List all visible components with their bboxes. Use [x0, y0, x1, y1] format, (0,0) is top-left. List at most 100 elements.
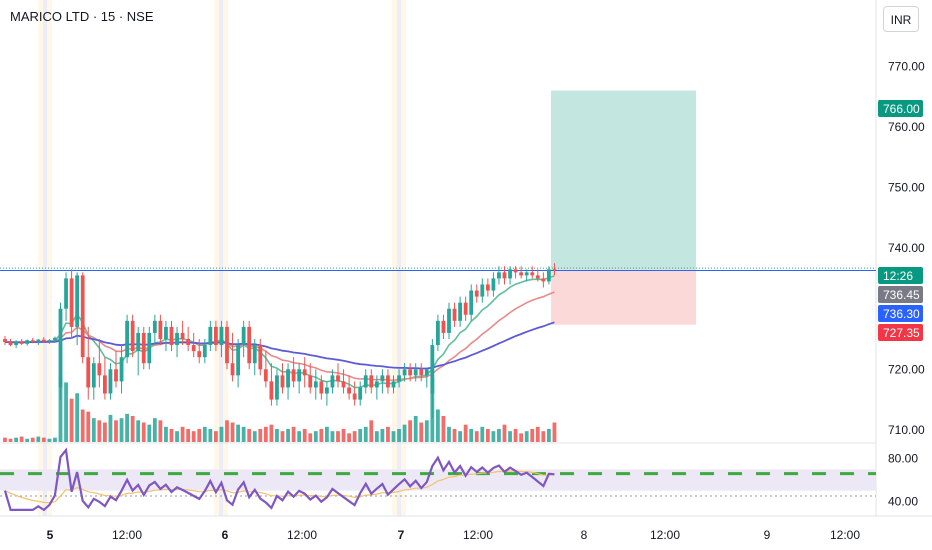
volume-bar	[58, 377, 63, 442]
volume-bar	[219, 426, 224, 442]
candle	[547, 269, 551, 282]
volume-bar	[180, 426, 185, 442]
volume-bar	[380, 429, 385, 442]
candle	[64, 278, 68, 309]
volume-bar	[369, 420, 374, 442]
candle	[380, 375, 385, 382]
volume-bar	[436, 409, 440, 442]
price-badge-label: 766.00	[883, 102, 920, 116]
candle	[497, 272, 501, 279]
rsi-tick-label: 80.00	[888, 452, 918, 466]
volume-bar	[447, 426, 451, 442]
candle	[53, 337, 57, 341]
candle	[502, 272, 507, 279]
candle	[358, 387, 363, 400]
volume-bar	[247, 429, 252, 442]
candle	[69, 278, 74, 327]
price-badge-label: 727.35	[883, 326, 920, 340]
candle	[319, 381, 324, 394]
volume-bar	[413, 416, 418, 442]
volume-bar	[286, 429, 290, 442]
candle	[158, 320, 163, 339]
candle	[3, 339, 7, 343]
price-badge-label: 736.45	[883, 288, 920, 302]
volume-bar	[25, 438, 30, 442]
volume-bar	[491, 431, 496, 442]
candle	[97, 363, 102, 376]
volume-bar	[41, 437, 46, 442]
candle	[8, 342, 13, 346]
volume-bar	[524, 431, 529, 442]
volume-bar	[391, 431, 396, 442]
volume-bar	[191, 431, 196, 442]
candle	[313, 381, 318, 388]
volume-bar	[530, 429, 535, 442]
candle	[530, 272, 535, 276]
volume-bar	[319, 429, 324, 442]
volume-bar	[519, 433, 524, 442]
rsi-tick-label: 40.00	[888, 494, 918, 508]
candle	[413, 369, 418, 376]
volume-bar	[152, 418, 157, 442]
candle	[402, 369, 407, 376]
candle	[386, 375, 390, 388]
candle	[325, 387, 329, 394]
candle	[164, 326, 168, 339]
volume-bar	[263, 426, 268, 442]
volume-bar	[19, 436, 24, 442]
candle	[169, 326, 174, 346]
volume-bar	[252, 431, 257, 442]
candle	[463, 302, 468, 315]
price-badge	[878, 324, 923, 341]
volume-bar	[347, 433, 351, 442]
volume-bar	[547, 429, 551, 442]
volume-bar	[469, 429, 474, 442]
volume-bar	[36, 436, 41, 442]
candle	[80, 275, 85, 358]
volume-bar	[535, 426, 540, 442]
candle	[452, 308, 457, 321]
volume-bar	[275, 429, 279, 442]
candle	[75, 275, 80, 327]
price-tick-label: 710.00	[888, 423, 925, 437]
candle	[58, 308, 63, 388]
volume-bar	[241, 426, 246, 442]
volume-bar	[3, 437, 7, 442]
volume-bar	[14, 437, 18, 442]
time-tick-label: 5	[47, 528, 54, 542]
volume-bar	[397, 429, 401, 442]
candle	[119, 357, 124, 382]
candle	[436, 320, 440, 346]
session-marker	[397, 0, 401, 516]
volume-bar	[230, 422, 235, 442]
candle	[125, 320, 129, 358]
candle	[552, 269, 557, 271]
volume-bar	[386, 426, 390, 442]
time-tick-label: 12:00	[463, 528, 493, 542]
volume-bar	[114, 420, 118, 442]
volume-bar	[30, 437, 35, 442]
candle	[108, 369, 113, 394]
candle	[341, 381, 346, 388]
time-tick-label: 6	[222, 528, 229, 542]
candle	[214, 326, 218, 346]
volume-bar	[119, 418, 124, 442]
ema-slow-line	[4, 321, 555, 370]
currency-button[interactable]: INR	[883, 6, 919, 32]
candle	[136, 332, 141, 352]
candle	[186, 339, 191, 346]
volume-bar	[424, 420, 429, 442]
candle	[263, 369, 268, 382]
candle	[308, 375, 313, 388]
candle	[30, 340, 35, 343]
candle	[103, 375, 107, 394]
candle	[41, 339, 46, 342]
price-badge	[878, 100, 923, 117]
session-marker	[219, 0, 223, 516]
candle	[152, 320, 157, 333]
volume-bar	[141, 422, 146, 442]
candle	[391, 381, 396, 388]
candle	[202, 345, 207, 358]
volume-bar	[97, 420, 102, 442]
